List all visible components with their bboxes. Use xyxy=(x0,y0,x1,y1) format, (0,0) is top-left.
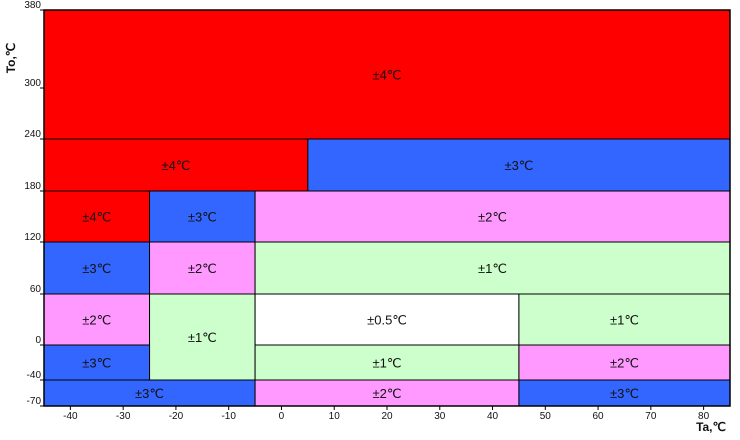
region-label: ±2℃ xyxy=(82,313,111,328)
x-tick-label: 10 xyxy=(329,411,341,422)
tolerance-region xyxy=(254,190,731,243)
y-tick-label: 300 xyxy=(24,78,41,89)
x-axis-label: Ta,℃ xyxy=(696,420,726,434)
x-tick-label: 50 xyxy=(540,411,552,422)
tolerance-region xyxy=(518,344,731,381)
x-tick-label: 20 xyxy=(381,411,393,422)
tolerance-region xyxy=(43,138,309,192)
tolerance-region xyxy=(43,9,731,140)
x-tick-label: 70 xyxy=(645,411,657,422)
region-label: ±1℃ xyxy=(188,330,217,345)
tolerance-region xyxy=(254,379,520,407)
tolerance-region xyxy=(43,190,151,243)
regions-layer: ±4℃ ±4℃ ±3℃ ±4℃ ±3℃ ±2℃ ±3℃ ±2℃ ±1℃ ±2℃ ±1℃ ±0.5℃ ±1… xyxy=(43,9,731,407)
y-tick-label: -70 xyxy=(27,396,42,407)
tolerance-region xyxy=(518,379,731,407)
region-label: ±3℃ xyxy=(504,158,533,173)
x-tick-label: -40 xyxy=(63,411,78,422)
x-tick-label: -30 xyxy=(116,411,131,422)
tolerance-region xyxy=(149,241,256,295)
region-label: ±2℃ xyxy=(373,386,402,401)
region-label: ±3℃ xyxy=(82,356,111,371)
y-tick-label: 180 xyxy=(24,181,41,192)
region-label: ±3℃ xyxy=(188,210,217,225)
region-label: ±1℃ xyxy=(373,356,402,371)
y-axis-label: To,℃ xyxy=(4,43,18,74)
region-label: ±4℃ xyxy=(161,158,190,173)
x-tick-label: -20 xyxy=(169,411,184,422)
x-tick-label: 60 xyxy=(593,411,605,422)
tolerance-region xyxy=(307,138,731,192)
tolerance-region xyxy=(518,293,731,346)
x-tick-label: 80 xyxy=(698,411,710,422)
region-label: ±3℃ xyxy=(82,261,111,276)
tolerance-region xyxy=(254,293,520,346)
region-label: ±3℃ xyxy=(135,386,164,401)
y-tick-label: 60 xyxy=(30,284,42,295)
region-label: ±2℃ xyxy=(188,261,217,276)
region-label: ±2℃ xyxy=(478,210,507,225)
y-tick-label: 120 xyxy=(24,232,41,243)
region-label: ±4℃ xyxy=(82,210,111,225)
y-axis-ticks: -70 -40 0 60 120 180 240 300 380 xyxy=(24,0,44,407)
region-label: ±0.5℃ xyxy=(367,313,407,328)
x-tick-label: 30 xyxy=(434,411,446,422)
region-label: ±2℃ xyxy=(610,356,639,371)
x-tick-label: 0 xyxy=(279,411,285,422)
tolerance-region xyxy=(43,293,151,346)
tolerance-region xyxy=(43,344,151,381)
y-tick-label: 0 xyxy=(35,335,41,346)
region-label: ±3℃ xyxy=(610,386,639,401)
region-label: ±1℃ xyxy=(478,261,507,276)
x-tick-label: -10 xyxy=(221,411,236,422)
y-tick-label: 240 xyxy=(24,129,41,140)
y-tick-label: 380 xyxy=(24,0,41,11)
x-axis-ticks: -40 -30 -20 -10 0 10 20 30 40 50 60 70 80 xyxy=(63,406,710,422)
x-tick-label: 40 xyxy=(487,411,499,422)
region-label: ±1℃ xyxy=(610,313,639,328)
y-tick-label: -40 xyxy=(27,370,42,381)
region-label: ±4℃ xyxy=(373,68,402,83)
